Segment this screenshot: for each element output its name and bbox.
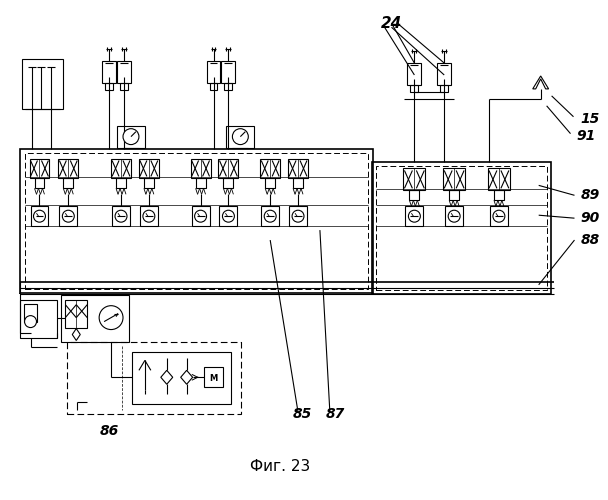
Bar [490, 206, 508, 226]
Bar [410, 85, 418, 92]
Bar [144, 178, 154, 188]
Circle shape [292, 210, 304, 222]
Bar [30, 206, 49, 226]
Bar [407, 63, 421, 85]
Bar [221, 61, 235, 83]
Bar [58, 158, 78, 178]
Bar [19, 300, 57, 338]
Bar [63, 178, 74, 188]
Bar [132, 352, 232, 404]
Bar [196, 178, 206, 188]
Bar [288, 158, 308, 178]
Bar [191, 158, 210, 178]
Circle shape [223, 210, 235, 222]
Bar [67, 342, 241, 414]
Text: Фиг. 23: Фиг. 23 [250, 460, 310, 474]
Bar [293, 178, 303, 188]
Text: 87: 87 [325, 407, 345, 421]
Bar [224, 83, 232, 90]
Bar [219, 206, 237, 226]
Bar [105, 83, 113, 90]
Bar [120, 83, 128, 90]
Bar [224, 178, 233, 188]
Bar [65, 300, 87, 328]
Bar [116, 178, 126, 188]
Bar [289, 206, 307, 226]
Bar [406, 206, 423, 226]
Circle shape [33, 210, 46, 222]
Circle shape [143, 210, 155, 222]
Bar [117, 61, 131, 83]
Text: 88: 88 [581, 233, 599, 247]
Bar [21, 59, 63, 109]
Bar [437, 63, 451, 85]
Bar [112, 206, 130, 226]
Circle shape [63, 210, 74, 222]
Bar [449, 190, 459, 200]
Bar [445, 206, 463, 226]
Bar [35, 178, 44, 188]
Text: 24: 24 [381, 16, 402, 31]
Bar [440, 85, 448, 92]
Circle shape [24, 316, 36, 328]
Bar [61, 294, 129, 343]
Bar [376, 166, 547, 290]
Bar [210, 83, 218, 90]
Circle shape [493, 210, 505, 222]
Text: 15: 15 [581, 112, 599, 126]
Bar [102, 61, 116, 83]
Bar [488, 168, 510, 190]
Bar [261, 206, 279, 226]
Bar [494, 190, 504, 200]
Bar [404, 168, 426, 190]
Circle shape [115, 210, 127, 222]
Text: 90: 90 [581, 211, 599, 225]
Text: 91: 91 [576, 128, 596, 142]
Bar [409, 190, 420, 200]
Text: 86: 86 [100, 424, 119, 438]
Text: 85: 85 [292, 407, 312, 421]
Bar [226, 126, 254, 148]
Circle shape [195, 210, 207, 222]
Bar [24, 304, 38, 322]
Circle shape [448, 210, 460, 222]
Bar [218, 158, 238, 178]
Circle shape [123, 128, 139, 144]
Bar [265, 178, 275, 188]
Bar [30, 158, 49, 178]
Circle shape [232, 128, 248, 144]
Bar [140, 206, 158, 226]
Text: 89: 89 [581, 188, 599, 202]
Text: M: M [209, 374, 218, 383]
Bar [117, 126, 145, 148]
Bar [139, 158, 159, 178]
Circle shape [409, 210, 420, 222]
Circle shape [99, 306, 123, 330]
Bar [19, 148, 373, 293]
Bar [443, 168, 465, 190]
Bar [60, 206, 77, 226]
Bar [24, 152, 368, 289]
Bar [371, 162, 551, 294]
Bar [207, 61, 221, 83]
Bar [192, 206, 210, 226]
Circle shape [264, 210, 276, 222]
Bar [204, 368, 224, 387]
Bar [111, 158, 131, 178]
Bar [260, 158, 280, 178]
